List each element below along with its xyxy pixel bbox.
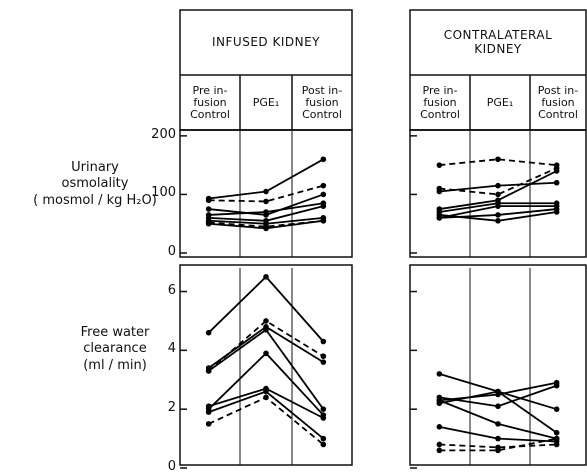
data-point: [320, 435, 327, 442]
data-point: [320, 406, 327, 412]
data-point: [263, 318, 269, 324]
column-header: Pre in- fusion Control: [190, 83, 230, 122]
data-point: [320, 203, 327, 209]
data-point: [205, 368, 212, 374]
y-tick-label: 100: [151, 185, 176, 201]
data-point: [263, 225, 269, 232]
data-point: [320, 191, 327, 198]
data-point: [436, 188, 443, 195]
data-point: [320, 182, 327, 189]
data-point: [495, 182, 501, 189]
data-point: [263, 209, 269, 215]
panel-frame: [179, 264, 353, 466]
data-point: [495, 447, 501, 454]
y-tick-label: 200: [151, 126, 176, 142]
series-line: [208, 325, 324, 369]
y-tick-label: 0: [167, 244, 176, 259]
panel-title: INFUSED KIDNEY: [212, 34, 320, 49]
data-point: [205, 197, 212, 204]
data-point: [553, 382, 560, 389]
data-point: [436, 424, 443, 430]
data-point: [553, 441, 560, 448]
data-point: [205, 206, 212, 212]
data-point: [495, 403, 501, 410]
y-tick-label: 0: [167, 459, 176, 474]
data-point: [436, 371, 443, 377]
data-point: [320, 441, 327, 448]
data-point: [495, 421, 501, 427]
data-point: [263, 198, 269, 205]
data-point: [436, 162, 443, 168]
data-point: [320, 415, 327, 421]
data-point: [205, 403, 212, 410]
y-axis-label: Urinary osmolality ( mosmol / kg H₂O): [33, 160, 157, 208]
y-tick-label: 6: [167, 282, 176, 298]
data-point: [436, 441, 443, 448]
data-point: [553, 406, 560, 412]
series-line: [208, 396, 324, 446]
data-point: [263, 350, 269, 357]
column-header: PGE₁: [252, 95, 280, 109]
data-point: [553, 168, 560, 174]
data-point: [495, 388, 501, 395]
data-point: [263, 394, 269, 401]
data-point: [553, 429, 560, 436]
data-point: [495, 435, 501, 442]
data-point: [320, 217, 327, 224]
column-header: PGE₁: [486, 95, 514, 109]
data-point: [495, 217, 501, 224]
data-point: [495, 212, 501, 218]
y-tick-label: 4: [167, 341, 176, 357]
panel-title: CONTRALATERAL KIDNEY: [443, 28, 553, 56]
series-line: [439, 167, 558, 196]
data-point: [263, 326, 269, 333]
data-point: [553, 209, 560, 215]
y-axis-label: Free water clearance (ml / min): [80, 325, 150, 373]
data-point: [205, 329, 212, 336]
data-point: [263, 388, 269, 395]
data-point: [263, 274, 269, 280]
panel-frame: [409, 264, 587, 466]
data-point: [205, 409, 212, 415]
data-point: [436, 447, 443, 454]
data-point: [553, 435, 560, 442]
data-point: [495, 191, 501, 198]
data-point: [205, 220, 212, 227]
data-point: [320, 359, 327, 365]
data-point: [320, 353, 327, 360]
data-point: [495, 156, 501, 163]
data-point: [436, 397, 443, 404]
column-header: Post in- fusion Control: [537, 83, 579, 122]
data-point: [320, 156, 327, 163]
data-point: [436, 212, 443, 218]
panel-frame: [179, 129, 353, 258]
data-point: [495, 203, 501, 209]
data-point: [205, 421, 212, 427]
column-header: Pre in- fusion Control: [420, 83, 460, 122]
y-tick-label: 2: [167, 400, 176, 416]
data-point: [263, 188, 269, 195]
data-point: [553, 179, 560, 186]
panel-frame: [409, 129, 587, 258]
column-header: Post in- fusion Control: [301, 83, 343, 122]
data-point: [320, 338, 327, 345]
